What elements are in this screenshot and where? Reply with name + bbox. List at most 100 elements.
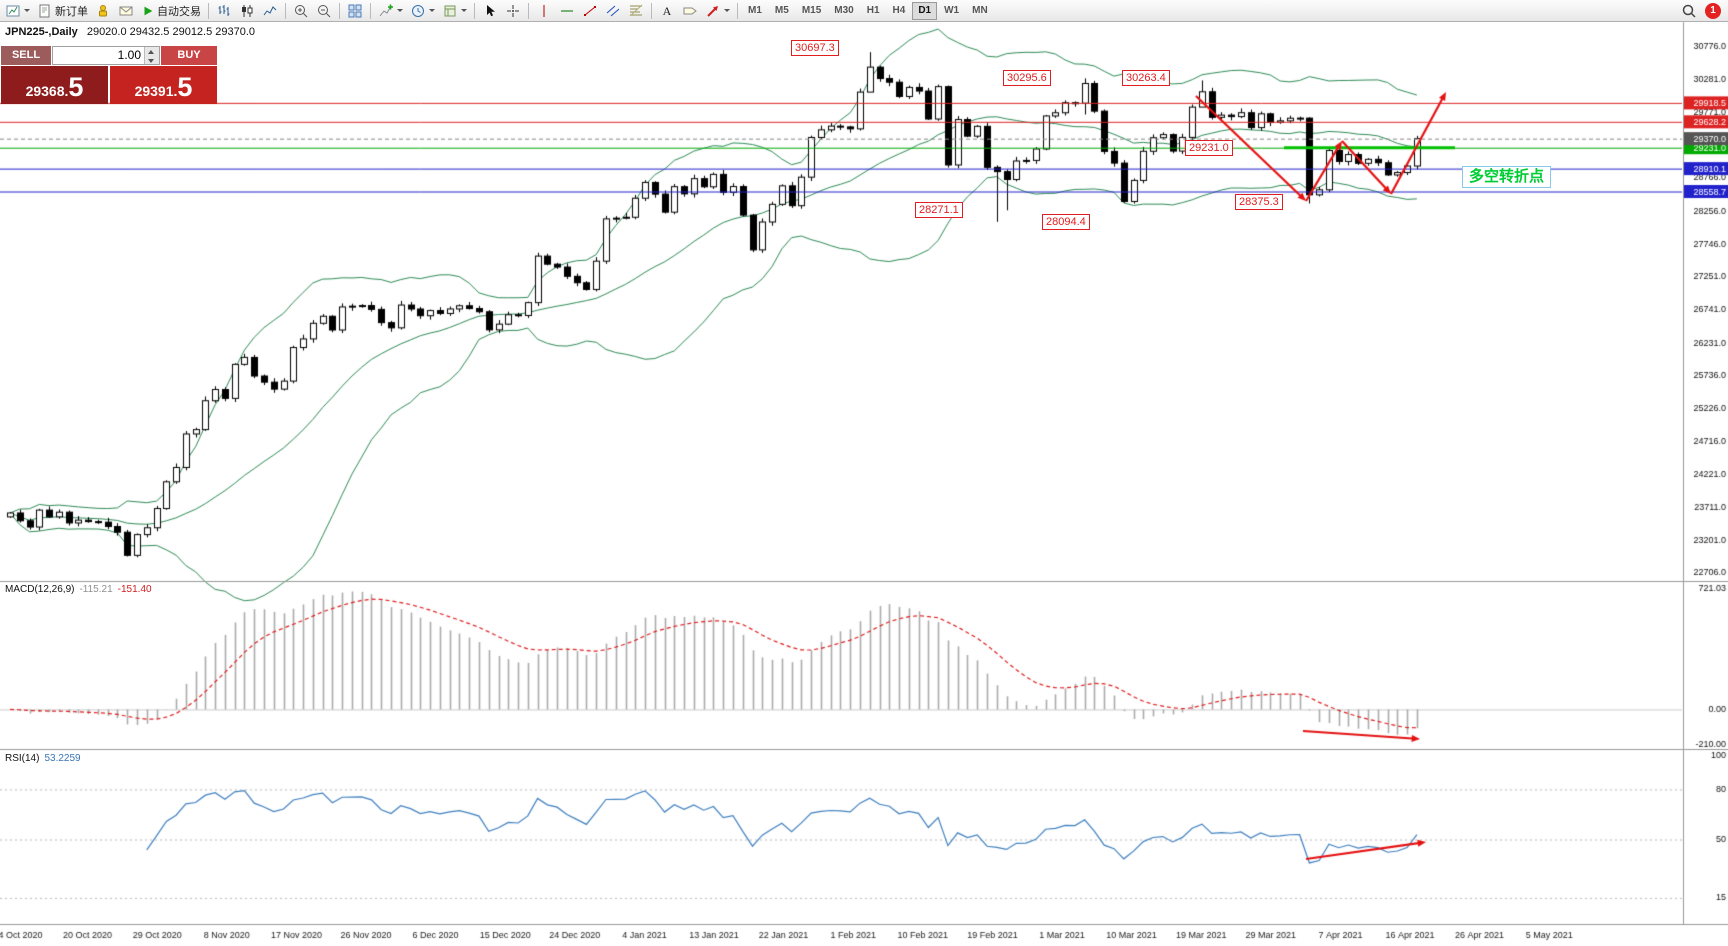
candlestick-icon (242, 4, 253, 17)
tile-windows-icon (348, 4, 362, 17)
svg-text:A: A (663, 4, 672, 18)
channel-tool-button[interactable] (602, 1, 624, 20)
chevron-down-icon (429, 9, 435, 12)
lot-size-field[interactable]: 1.00 (52, 46, 160, 65)
chevron-down-icon (24, 9, 30, 12)
templates-button[interactable] (439, 1, 470, 20)
turning-point-note[interactable]: 多空转折点 (1462, 166, 1552, 188)
toolbar-separator (528, 2, 529, 19)
auto-trading-button[interactable]: 自动交易 (138, 1, 204, 20)
buy-price-big-digit: 5 (177, 72, 193, 102)
tile-windows-button[interactable] (344, 1, 366, 20)
new-order-button[interactable]: 新订单 (34, 1, 91, 20)
sell-price-big-digit: 5 (68, 72, 84, 102)
buy-price: 29391. (134, 83, 178, 99)
toolbar-separator (285, 2, 286, 19)
horizontal-line-icon (561, 10, 573, 11)
bar-chart-icon (218, 4, 230, 16)
chart-title: JPN225-,Daily 29020.0 29432.5 29012.5 29… (5, 26, 255, 38)
play-icon (144, 6, 153, 15)
rsi-name: RSI(14) (5, 753, 40, 764)
zoom-out-icon (318, 4, 331, 17)
one-click-trading-panel: SELL 1.00 BUY 29368. 5 29391. 5 (1, 46, 217, 104)
lot-increase-button[interactable] (145, 47, 159, 56)
expert-advisors-button[interactable] (92, 1, 114, 20)
arrow-shape-icon (707, 5, 718, 17)
lot-spinner (144, 47, 159, 64)
fibonacci-icon (629, 4, 643, 16)
lot-size-value[interactable]: 1.00 (117, 48, 141, 62)
timeframe-w1[interactable]: W1 (938, 2, 965, 20)
toolbar-separator (208, 2, 209, 19)
trendline-tool-button[interactable] (579, 1, 601, 20)
templates-icon (444, 5, 456, 16)
horizontal-line-tool-button[interactable] (556, 1, 578, 20)
zoom-out-button[interactable] (313, 1, 335, 20)
timeframe-m5[interactable]: M5 (769, 2, 795, 20)
sell-tab[interactable]: SELL (1, 46, 51, 65)
buy-tab[interactable]: BUY (161, 46, 217, 65)
candlestick-chart-button[interactable] (236, 1, 258, 20)
toolbar-separator (370, 2, 371, 19)
indicators-icon (379, 4, 393, 16)
indicators-button[interactable] (375, 1, 406, 20)
trendline-icon (584, 5, 596, 16)
price-annotation[interactable]: 28094.4 (1042, 214, 1090, 230)
ohlc-values: 29020.0 29432.5 29012.5 29370.0 (86, 26, 256, 38)
chevron-down-icon (724, 9, 730, 12)
price-annotation[interactable]: 30295.6 (1003, 70, 1051, 86)
chevron-down-icon (397, 9, 403, 12)
line-chart-button[interactable] (259, 1, 281, 20)
macd-name: MACD(12,26,9) (5, 584, 75, 595)
lot-decrease-button[interactable] (145, 55, 159, 64)
search-icon (1682, 4, 1696, 18)
price-annotation[interactable]: 28375.3 (1235, 194, 1283, 210)
timeframe-d1[interactable]: D1 (912, 1, 938, 20)
timeframe-h4[interactable]: H4 (887, 2, 912, 20)
vertical-line-tool-button[interactable] (533, 1, 555, 20)
price-annotation[interactable]: 30263.4 (1122, 70, 1170, 86)
mailbox-button[interactable] (115, 1, 137, 20)
timeframe-h1[interactable]: H1 (861, 2, 886, 20)
timeframe-mn[interactable]: MN (966, 2, 994, 20)
label-tool-button[interactable] (679, 1, 701, 20)
channel-icon (606, 5, 620, 16)
price-annotation[interactable]: 28271.1 (915, 202, 963, 218)
periods-button[interactable] (407, 1, 438, 20)
expert-advisor-icon (99, 4, 107, 16)
notification-badge[interactable]: 1 (1705, 2, 1721, 19)
timeframe-m15[interactable]: M15 (796, 2, 827, 20)
crosshair-icon (507, 4, 519, 17)
price-annotation[interactable]: 29231.0 (1185, 140, 1233, 156)
toolbar-separator (474, 2, 475, 19)
label-icon (683, 7, 697, 14)
sell-price: 29368. (25, 83, 69, 99)
price-annotation[interactable]: 30697.3 (791, 40, 839, 56)
chevron-down-icon (461, 9, 467, 12)
cursor-tool-button[interactable] (479, 1, 501, 20)
order-page-icon (39, 4, 50, 17)
search-button[interactable] (1678, 1, 1700, 20)
clock-icon (412, 4, 424, 17)
arrows-tool-button[interactable] (702, 1, 733, 20)
auto-trading-label: 自动交易 (157, 5, 201, 18)
text-tool-button[interactable]: A (656, 1, 678, 20)
macd-signal-value: -151.40 (117, 584, 152, 595)
buy-button[interactable]: 29391. 5 (110, 66, 217, 104)
timeframe-m1[interactable]: M1 (742, 2, 768, 20)
crosshair-tool-button[interactable] (502, 1, 524, 20)
line-chart-icon (263, 5, 277, 15)
toolbar-separator (651, 2, 652, 19)
macd-main-value: -115.21 (79, 584, 113, 595)
vertical-line-icon (543, 4, 545, 17)
timeframe-m30[interactable]: M30 (828, 2, 859, 20)
fibonacci-tool-button[interactable] (625, 1, 647, 20)
sell-button[interactable]: 29368. 5 (1, 66, 108, 104)
bar-chart-button[interactable] (213, 1, 235, 20)
toolbar: 新订单 自动交易 (0, 0, 1728, 22)
new-chart-button[interactable] (2, 1, 33, 20)
text-icon: A (663, 4, 672, 18)
zoom-in-button[interactable] (290, 1, 312, 20)
